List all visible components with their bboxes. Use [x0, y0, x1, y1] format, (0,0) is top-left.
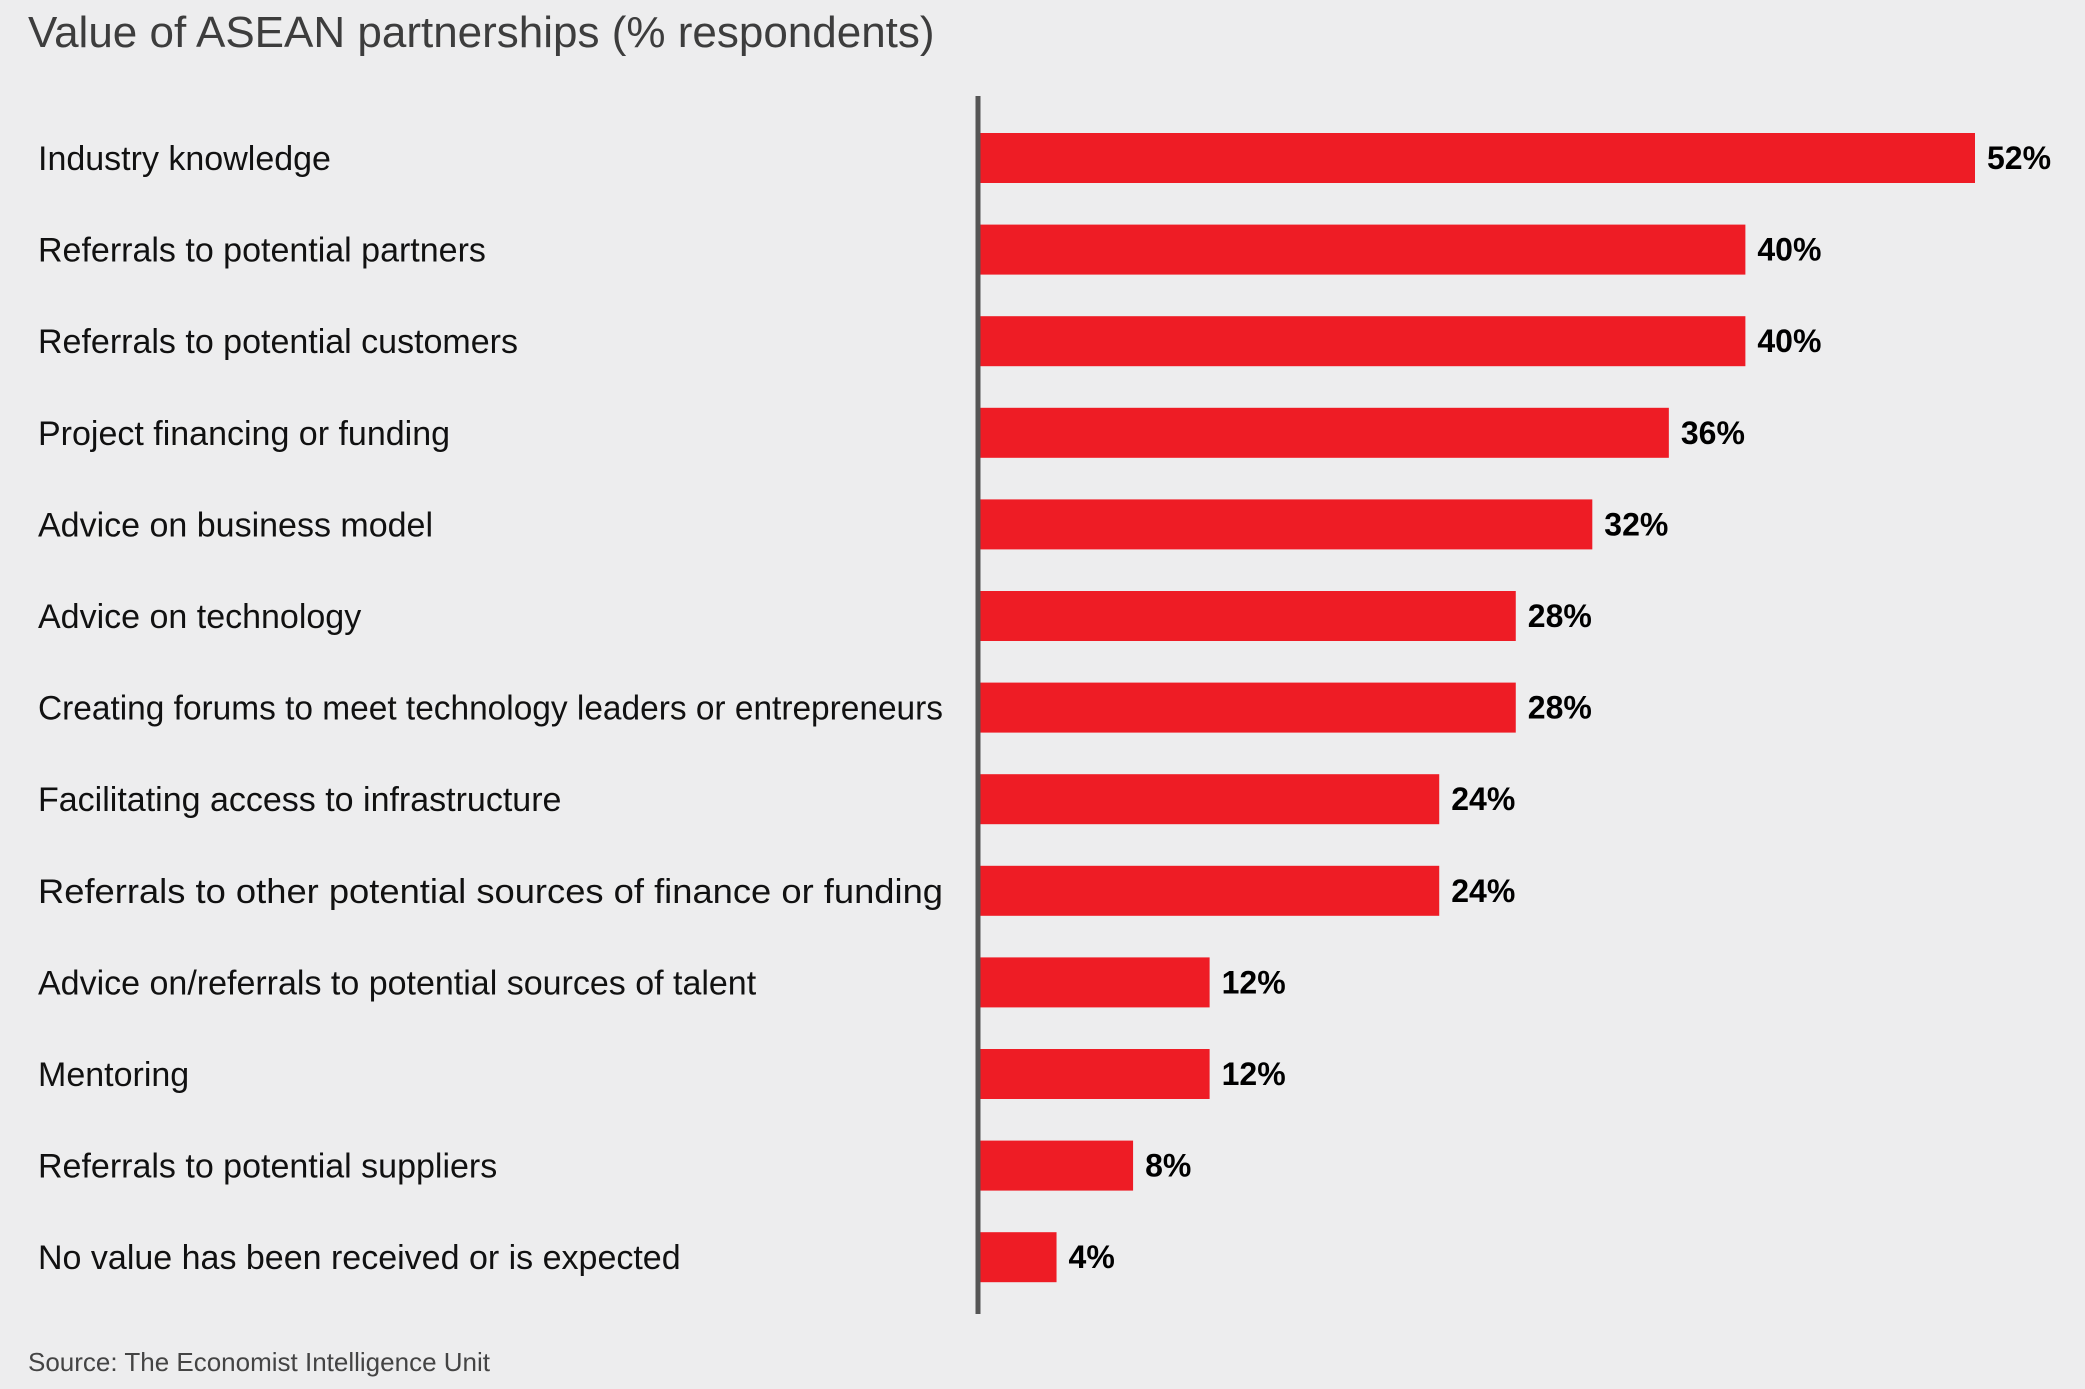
- value-label: 12%: [1222, 1056, 1286, 1092]
- category-label: Creating forums to meet technology leade…: [38, 690, 943, 728]
- bar: [980, 316, 1746, 367]
- category-label: Mentoring: [38, 1056, 189, 1094]
- bar: [980, 865, 1440, 916]
- category-label: Referrals to potential partners: [38, 232, 486, 270]
- bar: [980, 774, 1440, 825]
- value-label: 8%: [1145, 1148, 1191, 1184]
- category-label: Advice on business model: [38, 506, 433, 544]
- bar: [980, 224, 1746, 275]
- category-label: Advice on/referrals to potential sources…: [38, 964, 757, 1002]
- chart-title: Value of ASEAN partnerships (% responden…: [28, 8, 935, 57]
- value-label: 28%: [1528, 598, 1592, 634]
- value-label: 12%: [1222, 964, 1286, 1000]
- category-label: Referrals to potential customers: [38, 323, 518, 361]
- category-label: Project financing or funding: [38, 415, 450, 453]
- category-label: Industry knowledge: [38, 140, 331, 178]
- value-label: 4%: [1069, 1239, 1115, 1275]
- category-label: Referrals to potential suppliers: [38, 1148, 497, 1186]
- value-label: 40%: [1757, 232, 1821, 268]
- bar: [980, 133, 1975, 183]
- value-label: 24%: [1451, 873, 1515, 909]
- bar: [980, 957, 1210, 1008]
- bar: [980, 1232, 1057, 1283]
- value-labels-layer: 52% 40% 40% 36% 32% 28% 28% 24% 24% 12% 12% 8% 4%: [1069, 140, 2052, 1275]
- bar: [980, 1049, 1210, 1099]
- value-label: 28%: [1528, 690, 1592, 726]
- bars-layer: [980, 133, 1975, 1283]
- category-labels-layer: Industry knowledge Referrals to potential…: [38, 140, 943, 1277]
- value-label: 36%: [1681, 415, 1745, 451]
- category-label: No value has been received or is expecte…: [38, 1239, 681, 1277]
- value-label: 40%: [1757, 323, 1821, 359]
- source-note: Source: The Economist Intelligence Unit: [28, 1347, 490, 1377]
- category-label: Referrals to other potential sources of …: [38, 873, 943, 911]
- bar: [980, 591, 1516, 641]
- value-label: 24%: [1451, 781, 1515, 817]
- category-label: Facilitating access to infrastructure: [38, 781, 561, 819]
- value-label: 52%: [1987, 140, 2051, 176]
- bar: [980, 1140, 1134, 1191]
- category-label: Advice on technology: [38, 598, 361, 636]
- bar: [980, 682, 1516, 733]
- bar: [980, 407, 1669, 458]
- value-label: 32%: [1604, 506, 1668, 542]
- bar: [980, 499, 1593, 550]
